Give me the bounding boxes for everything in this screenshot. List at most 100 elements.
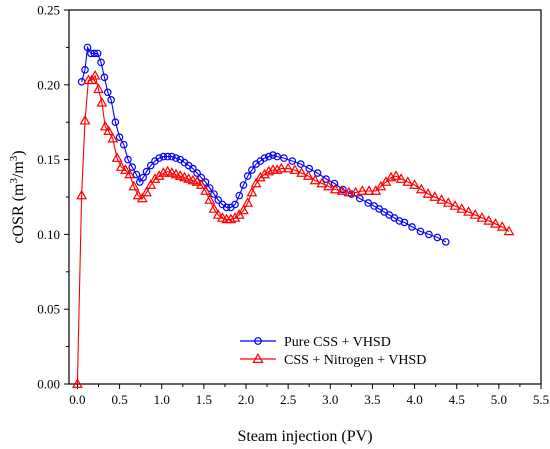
data-point	[83, 43, 92, 52]
x-tick-label: 4.0	[406, 392, 422, 407]
data-point	[107, 95, 115, 104]
data-point	[111, 118, 120, 127]
data-point	[296, 167, 308, 177]
data-point	[97, 58, 105, 67]
data-point	[149, 173, 161, 183]
y-tick-label: 0.00	[37, 377, 60, 392]
series-css-nitrogen-vhsd	[72, 69, 515, 388]
data-point	[103, 125, 115, 135]
data-point	[276, 162, 287, 173]
x-tick-label: 1.5	[196, 392, 212, 407]
data-point	[296, 160, 305, 168]
legend: Pure CSS + VHSD CSS + Nitrogen + VHSD	[240, 335, 426, 368]
data-point	[72, 378, 83, 388]
data-point	[141, 186, 152, 197]
data-point	[347, 190, 356, 198]
data-point	[163, 152, 172, 161]
data-point	[212, 209, 224, 219]
x-tick-label: 1.0	[154, 392, 170, 407]
data-point	[124, 155, 132, 164]
series-pure-css-vhsd	[77, 43, 450, 246]
data-point	[79, 114, 91, 125]
legend-swatch-marker	[254, 337, 262, 345]
data-point	[242, 197, 254, 207]
series-layer	[72, 43, 515, 388]
data-point	[210, 190, 218, 198]
y-axis: 0.00 0.05 0.10 0.15 0.20 0.25	[37, 3, 69, 392]
x-tick-label: 2.5	[280, 392, 296, 407]
x-tick-label: 3.0	[322, 392, 338, 407]
y-tick-label: 0.20	[37, 77, 60, 92]
legend-label: Pure CSS + VHSD	[284, 335, 391, 350]
data-point	[100, 73, 109, 82]
data-point	[429, 191, 441, 201]
y-axis-title: cOSR (m3/m3)	[8, 150, 27, 243]
data-point	[111, 152, 123, 162]
data-point	[204, 194, 216, 204]
x-tick-label: 4.5	[449, 392, 465, 407]
data-point	[231, 200, 239, 209]
data-point	[416, 227, 425, 236]
data-point	[309, 174, 321, 185]
x-tick-label: 5.5	[533, 392, 549, 407]
data-point	[408, 223, 416, 231]
data-point	[503, 225, 515, 236]
data-point	[442, 197, 454, 207]
data-point	[395, 173, 407, 183]
data-point	[246, 186, 258, 197]
y-tick-label: 0.25	[37, 3, 60, 18]
data-point	[93, 49, 102, 58]
x-tick-label: 3.5	[364, 392, 380, 407]
data-point	[90, 49, 99, 58]
data-point	[259, 168, 270, 179]
data-point	[395, 217, 404, 225]
data-point	[225, 213, 237, 224]
data-point	[132, 189, 144, 200]
data-point	[282, 162, 294, 173]
data-point	[280, 154, 288, 162]
x-tick-label: 0.5	[111, 392, 127, 407]
data-point	[99, 120, 111, 131]
data-point	[136, 192, 148, 203]
series-line	[76, 74, 510, 385]
series-line	[81, 45, 447, 243]
data-point	[463, 206, 474, 216]
data-point	[229, 212, 241, 222]
data-point	[260, 154, 269, 162]
data-point	[288, 157, 297, 165]
data-point	[436, 194, 447, 204]
data-point	[107, 132, 119, 143]
data-point	[195, 179, 207, 189]
data-point	[81, 66, 89, 74]
legend-label: CSS + Nitrogen + VHSD	[284, 353, 426, 368]
data-point	[289, 164, 301, 174]
data-point	[142, 167, 151, 176]
data-point	[415, 183, 427, 194]
data-point	[456, 203, 468, 213]
data-point	[336, 185, 348, 195]
data-point	[222, 203, 231, 212]
x-axis-title: Steam injection (PV)	[237, 428, 372, 445]
data-point	[103, 88, 112, 97]
data-point	[115, 133, 124, 141]
data-point	[139, 173, 147, 182]
data-point	[476, 212, 488, 222]
data-point	[248, 166, 256, 174]
data-point	[153, 170, 165, 180]
data-point	[128, 180, 140, 191]
data-point	[158, 167, 169, 177]
data-point	[243, 172, 252, 180]
data-point	[402, 176, 414, 186]
data-point	[96, 96, 108, 107]
data-point	[271, 164, 283, 174]
data-point	[483, 215, 495, 225]
data-point	[343, 186, 355, 197]
data-point	[433, 233, 442, 242]
data-point	[400, 218, 409, 227]
legend-entry-pure-css: Pure CSS + VHSD	[240, 335, 391, 350]
data-point	[490, 218, 501, 228]
data-point	[172, 154, 180, 162]
data-point	[422, 188, 434, 198]
y-tick-label: 0.05	[37, 302, 60, 317]
